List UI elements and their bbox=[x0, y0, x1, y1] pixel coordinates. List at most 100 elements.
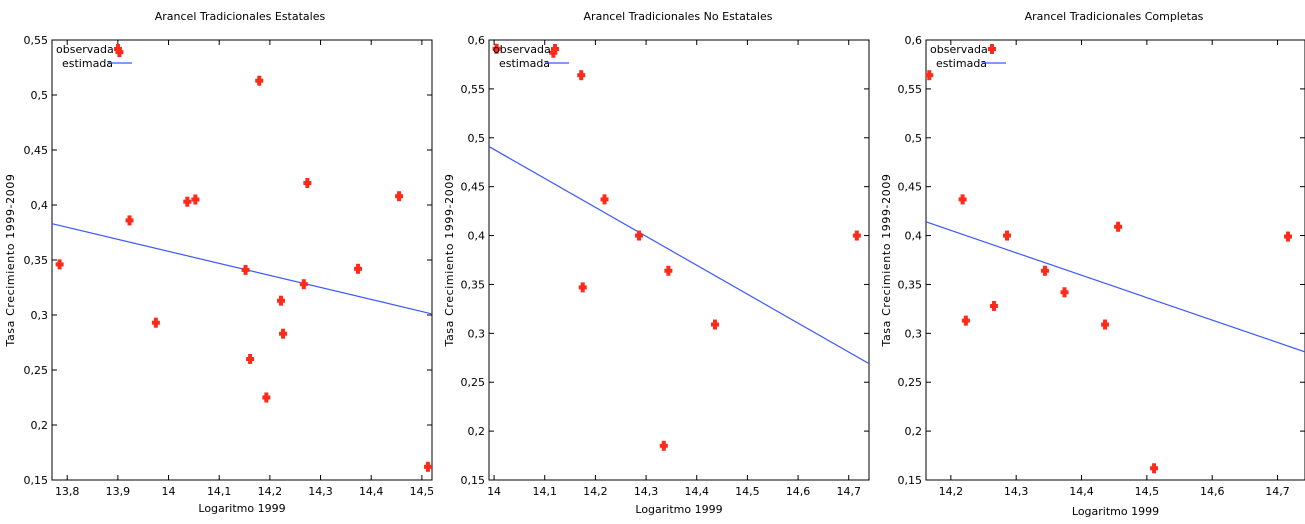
y-tick-label: 0,35 bbox=[898, 278, 923, 291]
x-tick-label: 14,5 bbox=[1135, 485, 1160, 498]
observed-point-bar bbox=[1040, 268, 1049, 273]
chart-title: Arancel Tradicionales Estatales bbox=[155, 10, 326, 23]
legend-observed-marker-bar bbox=[988, 47, 996, 51]
x-tick-label: 14,7 bbox=[836, 485, 861, 498]
y-tick-label: 0,35 bbox=[461, 278, 486, 291]
legend-fitted-label: estimada bbox=[936, 57, 987, 70]
observed-point-bar bbox=[578, 285, 587, 290]
y-tick-label: 0,15 bbox=[461, 474, 486, 487]
y-tick-label: 0,4 bbox=[31, 199, 49, 212]
y-tick-label: 0,3 bbox=[468, 327, 486, 340]
y-axis-label: Tasa Crecimiento 1999-2009 bbox=[880, 173, 893, 347]
y-tick-label: 0,45 bbox=[461, 181, 486, 194]
legend-fitted-label: estimada bbox=[499, 57, 550, 70]
y-tick-label: 0,5 bbox=[468, 132, 486, 145]
x-tick-label: 14,2 bbox=[258, 485, 283, 498]
y-tick-label: 0,55 bbox=[461, 83, 486, 96]
legend-observed-marker-bar bbox=[551, 47, 559, 51]
legend-observed-label: observada bbox=[493, 43, 551, 56]
observed-point-bar bbox=[710, 322, 719, 327]
y-tick-label: 0,35 bbox=[24, 254, 49, 267]
observed-point-bar bbox=[183, 199, 192, 204]
observed-point-bar bbox=[255, 78, 264, 83]
plot-frame bbox=[488, 39, 870, 481]
x-tick-label: 14,1 bbox=[532, 485, 557, 498]
y-tick-label: 0,25 bbox=[461, 376, 486, 389]
observed-point-bar bbox=[423, 464, 432, 469]
x-tick-label: 13,8 bbox=[55, 485, 80, 498]
y-tick-label: 0,45 bbox=[24, 144, 49, 157]
x-tick-label: 14,2 bbox=[939, 485, 964, 498]
observed-point-bar bbox=[1284, 234, 1293, 239]
observed-point-bar bbox=[303, 181, 312, 185]
x-axis-label: Logaritmo 1999 bbox=[635, 503, 722, 516]
x-tick-label: 14 bbox=[487, 485, 501, 498]
y-axis-label: Tasa Crecimiento 1999-2009 bbox=[443, 173, 456, 347]
x-tick-label: 14,7 bbox=[1265, 485, 1290, 498]
observed-point-bar bbox=[1114, 224, 1123, 229]
legend-observed-label: observada bbox=[930, 43, 988, 56]
observed-point-bar bbox=[634, 233, 643, 238]
y-tick-label: 0,2 bbox=[468, 425, 486, 438]
observed-point-bar bbox=[191, 197, 200, 202]
observed-point-bar bbox=[125, 218, 134, 223]
observed-point-bar bbox=[664, 268, 673, 273]
observed-point-bar bbox=[354, 266, 363, 271]
observed-point-bar bbox=[55, 262, 64, 267]
observed-point-bar bbox=[246, 357, 255, 361]
x-tick-label: 14,4 bbox=[1069, 485, 1094, 498]
observed-point-bar bbox=[659, 443, 668, 448]
y-tick-label: 0,3 bbox=[31, 309, 49, 322]
x-tick-label: 14,5 bbox=[735, 485, 760, 498]
y-tick-label: 0,4 bbox=[468, 230, 486, 243]
y-tick-label: 0,55 bbox=[24, 34, 49, 47]
observed-point-bar bbox=[1003, 233, 1012, 238]
x-tick-label: 14 bbox=[162, 485, 176, 498]
observed-point-bar bbox=[262, 395, 271, 400]
observed-point-bar bbox=[279, 331, 288, 336]
y-tick-label: 0,15 bbox=[24, 474, 49, 487]
y-tick-label: 0,25 bbox=[24, 364, 49, 377]
x-tick-label: 14,4 bbox=[359, 485, 384, 498]
x-tick-label: 14,6 bbox=[1200, 485, 1225, 498]
observed-point-bar bbox=[958, 197, 967, 202]
observed-point-bar bbox=[299, 282, 308, 287]
fitted-line bbox=[488, 146, 870, 365]
chart-title: Arancel Tradicionales Completas bbox=[1025, 10, 1204, 23]
y-tick-label: 0,2 bbox=[905, 425, 923, 438]
y-axis-label: Tasa Crecimiento 1999-2009 bbox=[4, 173, 17, 347]
x-axis-label: Logaritmo 1999 bbox=[1072, 505, 1159, 518]
y-tick-label: 0,3 bbox=[905, 327, 923, 340]
observed-point-bar bbox=[989, 303, 998, 308]
observed-point-bar bbox=[1101, 322, 1110, 327]
observed-point-bar bbox=[151, 320, 160, 325]
y-tick-label: 0,15 bbox=[898, 474, 923, 487]
fitted-line bbox=[925, 221, 1305, 353]
observed-point-bar bbox=[852, 233, 861, 238]
x-tick-label: 14,6 bbox=[786, 485, 811, 498]
y-tick-label: 0,55 bbox=[898, 83, 923, 96]
observed-point-bar bbox=[600, 197, 609, 202]
observed-point-bar bbox=[395, 194, 404, 199]
observed-point-bar bbox=[577, 73, 586, 78]
x-tick-label: 14,3 bbox=[1004, 485, 1029, 498]
observed-point-bar bbox=[241, 267, 250, 272]
y-tick-label: 0,6 bbox=[905, 34, 923, 47]
observed-point-bar bbox=[961, 318, 970, 323]
x-tick-label: 14,3 bbox=[308, 485, 333, 498]
x-tick-label: 14,4 bbox=[684, 485, 709, 498]
plot-frame bbox=[51, 39, 433, 481]
legend-observed-label: observada bbox=[56, 43, 114, 56]
x-axis-label: Logaritmo 1999 bbox=[198, 502, 285, 515]
y-tick-label: 0,4 bbox=[905, 230, 923, 243]
x-tick-label: 14,1 bbox=[207, 485, 232, 498]
y-tick-label: 0,5 bbox=[905, 132, 923, 145]
x-tick-label: 14,2 bbox=[583, 485, 608, 498]
legend-observed-marker-bar bbox=[114, 47, 122, 51]
y-tick-label: 0,6 bbox=[468, 34, 486, 47]
observed-point-bar bbox=[1060, 290, 1069, 295]
chart-title: Arancel Tradicionales No Estatales bbox=[584, 10, 773, 23]
y-tick-label: 0,2 bbox=[31, 419, 49, 432]
observed-point-bar bbox=[925, 73, 934, 78]
